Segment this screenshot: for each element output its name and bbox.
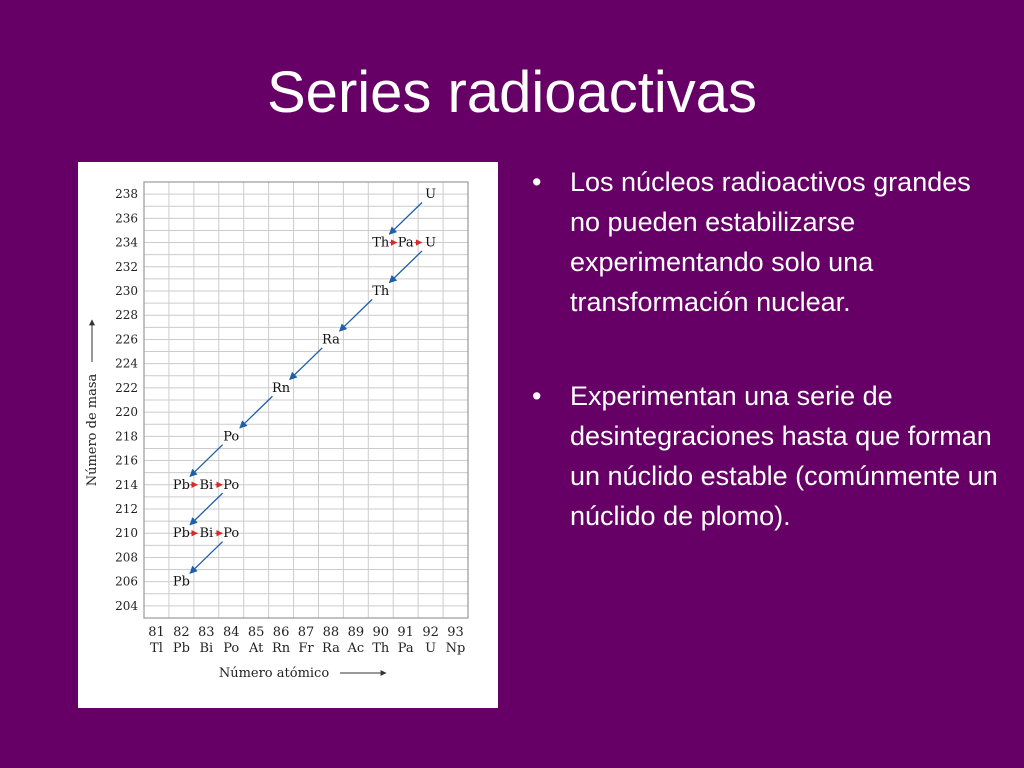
x-tick-label: 92 <box>422 625 439 640</box>
x-tick-label: 86 <box>273 625 290 640</box>
nuclide-label: Po <box>223 478 239 493</box>
nuclide-label: Th <box>372 236 390 251</box>
axis-ticks: 204 206 208 210 212 214 216 218 220 222 224 226 228 2… <box>115 187 465 656</box>
y-tick-label: 220 <box>115 405 138 419</box>
y-tick-label: 204 <box>115 599 138 613</box>
nuclide-label: Pb <box>173 478 190 493</box>
y-tick-label: 218 <box>115 429 138 443</box>
alpha-decay-arrow <box>189 541 224 574</box>
bullet-list: • Los núcleos radioactivos grandes no pu… <box>528 162 998 590</box>
alpha-decay-arrow <box>338 298 373 332</box>
alpha-decay-arrow <box>388 202 423 235</box>
x-axis-title: Número atómico <box>219 666 330 681</box>
y-tick-label: 208 <box>115 550 138 564</box>
y-axis-title: Número de masa <box>85 373 100 486</box>
x-tick-symbol: Th <box>372 641 390 656</box>
x-tick-symbol: Pb <box>173 641 190 656</box>
x-tick-label: 87 <box>298 625 315 640</box>
alpha-decay-arrow <box>388 250 423 284</box>
x-tick-label: 85 <box>248 625 265 640</box>
grid <box>143 181 469 619</box>
x-tick-symbol: Ac <box>347 641 365 656</box>
nuclide-label: Po <box>223 429 239 444</box>
y-tick-label: 214 <box>115 478 138 492</box>
bullet-text: Experimentan una serie de desintegracion… <box>570 381 998 531</box>
x-tick-label: 83 <box>198 625 215 640</box>
bullet-text: Los núcleos radioactivos grandes no pued… <box>570 167 971 317</box>
x-tick-label: 82 <box>173 625 190 640</box>
nuclide-label: Pa <box>398 236 414 251</box>
nuclide-label: Th <box>372 284 390 299</box>
x-tick-label: 89 <box>348 625 365 640</box>
x-tick-label: 90 <box>372 625 389 640</box>
y-tick-label: 226 <box>115 332 138 346</box>
nuclide-labels: U Th Pa U Th Ra Rn Po Pb Bi Po Pb Bi Po Pb <box>173 187 436 590</box>
y-tick-label: 236 <box>115 211 138 225</box>
x-tick-label: 84 <box>223 625 240 640</box>
y-tick-label: 232 <box>115 260 138 274</box>
y-tick-label: 212 <box>115 502 138 516</box>
x-tick-symbol: At <box>248 641 264 656</box>
y-tick-label: 234 <box>115 236 138 250</box>
bullet-item: • Los núcleos radioactivos grandes no pu… <box>528 162 998 322</box>
axis-titles: Número atómico Número de masa <box>85 319 387 681</box>
y-tick-label: 210 <box>115 526 138 540</box>
x-tick-label: 88 <box>323 625 340 640</box>
x-tick-symbol: Ra <box>322 641 340 656</box>
decay-chart: U Th Pa U Th Ra Rn Po Pb Bi Po Pb Bi Po Pb 204 206 208 21… <box>85 181 469 681</box>
x-tick-label: 93 <box>447 625 464 640</box>
x-tick-symbol: Np <box>446 641 466 656</box>
bullet-symbol: • <box>532 381 542 411</box>
nuclide-label: Ra <box>322 332 340 347</box>
y-tick-label: 230 <box>115 284 138 298</box>
alpha-decay-arrow <box>289 347 323 381</box>
nuclide-label: Bi <box>199 478 213 493</box>
x-tick-symbol: Bi <box>199 641 213 656</box>
x-tick-symbol: Po <box>223 641 239 656</box>
y-tick-label: 228 <box>115 308 138 322</box>
bullet-symbol: • <box>532 167 542 197</box>
decay-arrows <box>189 202 423 574</box>
decay-chart-panel: U Th Pa U Th Ra Rn Po Pb Bi Po Pb Bi Po Pb 204 206 208 21… <box>78 162 498 708</box>
x-tick-label: 91 <box>397 625 414 640</box>
y-tick-label: 216 <box>115 454 138 468</box>
y-tick-label: 224 <box>115 357 138 371</box>
x-tick-symbol: U <box>425 641 436 656</box>
nuclide-label: U <box>425 187 436 202</box>
bullet-item: • Experimentan una serie de desintegraci… <box>528 376 998 536</box>
x-tick-symbol: Pa <box>398 641 414 656</box>
alpha-decay-arrow <box>189 444 224 477</box>
alpha-decay-arrow <box>189 492 224 526</box>
nuclide-label: Pb <box>173 526 190 541</box>
x-tick-label: 81 <box>148 625 165 640</box>
y-tick-label: 238 <box>115 187 138 201</box>
y-tick-label: 206 <box>115 575 138 589</box>
y-tick-label: 222 <box>115 381 138 395</box>
nuclide-label: Pb <box>173 575 190 590</box>
nuclide-label: Bi <box>199 526 213 541</box>
slide-title: Series radioactivas <box>267 60 757 125</box>
x-tick-symbol: Fr <box>298 641 314 656</box>
plot-frame <box>143 181 469 619</box>
x-tick-symbol: Tl <box>150 641 163 656</box>
alpha-decay-arrow <box>239 395 273 429</box>
nuclide-label: U <box>425 236 436 251</box>
x-tick-symbol: Rn <box>272 641 291 656</box>
nuclide-label: Rn <box>272 381 291 396</box>
nuclide-label: Po <box>223 526 239 541</box>
